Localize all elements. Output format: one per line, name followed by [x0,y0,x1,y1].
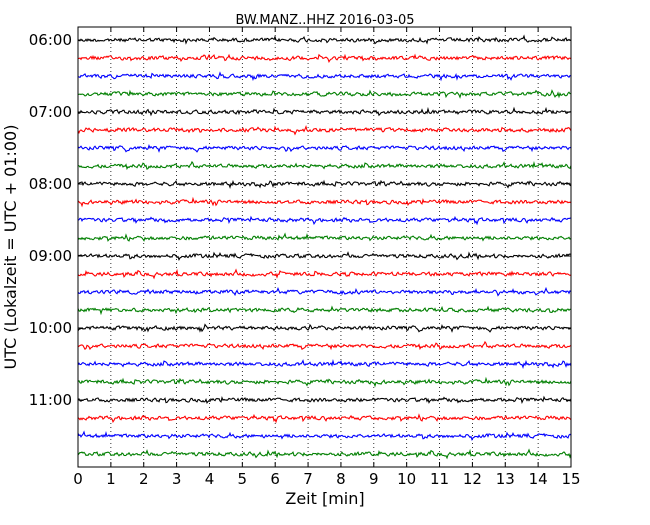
y-axis: 06:00 07:00 08:00 09:00 10:00 11:00 [29,31,571,409]
trace-line [77,251,572,262]
trace-line [77,286,572,297]
trace-line [77,323,572,333]
x-tick-label: 0 [73,470,83,488]
trace-line [77,125,572,136]
trace-line [77,430,572,442]
trace-line [77,53,572,63]
x-tick-label: 7 [303,470,313,488]
trace-line [77,160,572,171]
chart-title: BW.MANZ..HHZ 2016-03-05 [235,13,414,28]
trace-line [77,268,572,280]
y-tick-label: 09:00 [29,247,72,265]
trace-line [77,34,572,45]
trace-line [77,413,572,424]
trace-line [77,448,572,460]
plot-frame [77,26,572,468]
x-tick-label: 10 [397,470,416,488]
x-tick-label: 13 [496,470,515,488]
trace-line [77,232,572,242]
x-tick-label: 1 [106,470,116,488]
x-tick-label: 8 [336,470,346,488]
trace-line [77,305,572,316]
y-tick-label: 10:00 [29,319,72,337]
y-tick-label: 11:00 [29,391,72,409]
trace-line [77,196,572,208]
y-tick-label: 07:00 [29,103,72,121]
trace-line [77,89,572,99]
trace-line [77,358,572,370]
x-axis-label: Zeit [min] [285,489,364,508]
x-tick-label: 2 [139,470,149,488]
x-tick-label: 6 [270,470,280,488]
x-tick-label: 3 [172,470,182,488]
y-tick-label: 06:00 [29,31,72,49]
trace-line [77,340,572,351]
x-tick-label: 9 [369,470,379,488]
trace-line [77,215,572,226]
trace-layer [77,34,572,460]
y-tick-label: 08:00 [29,175,72,193]
trace-line [77,395,572,404]
x-tick-label: 4 [205,470,215,488]
trace-line [77,143,572,153]
x-tick-label: 14 [529,470,548,488]
x-tick-label: 12 [463,470,482,488]
grid-layer [110,27,539,467]
y-axis-label: UTC (Lokalzeit = UTC + 01:00) [1,125,20,370]
x-tick-label: 15 [561,470,580,488]
x-tick-label: 5 [238,470,248,488]
trace-line [77,106,572,117]
trace-line [77,71,572,82]
x-tick-label: 11 [430,470,449,488]
trace-line [77,376,572,388]
x-axis: 0 1 2 3 4 5 6 7 8 9 10 11 12 13 14 15 [73,27,581,488]
trace-line [77,179,572,190]
